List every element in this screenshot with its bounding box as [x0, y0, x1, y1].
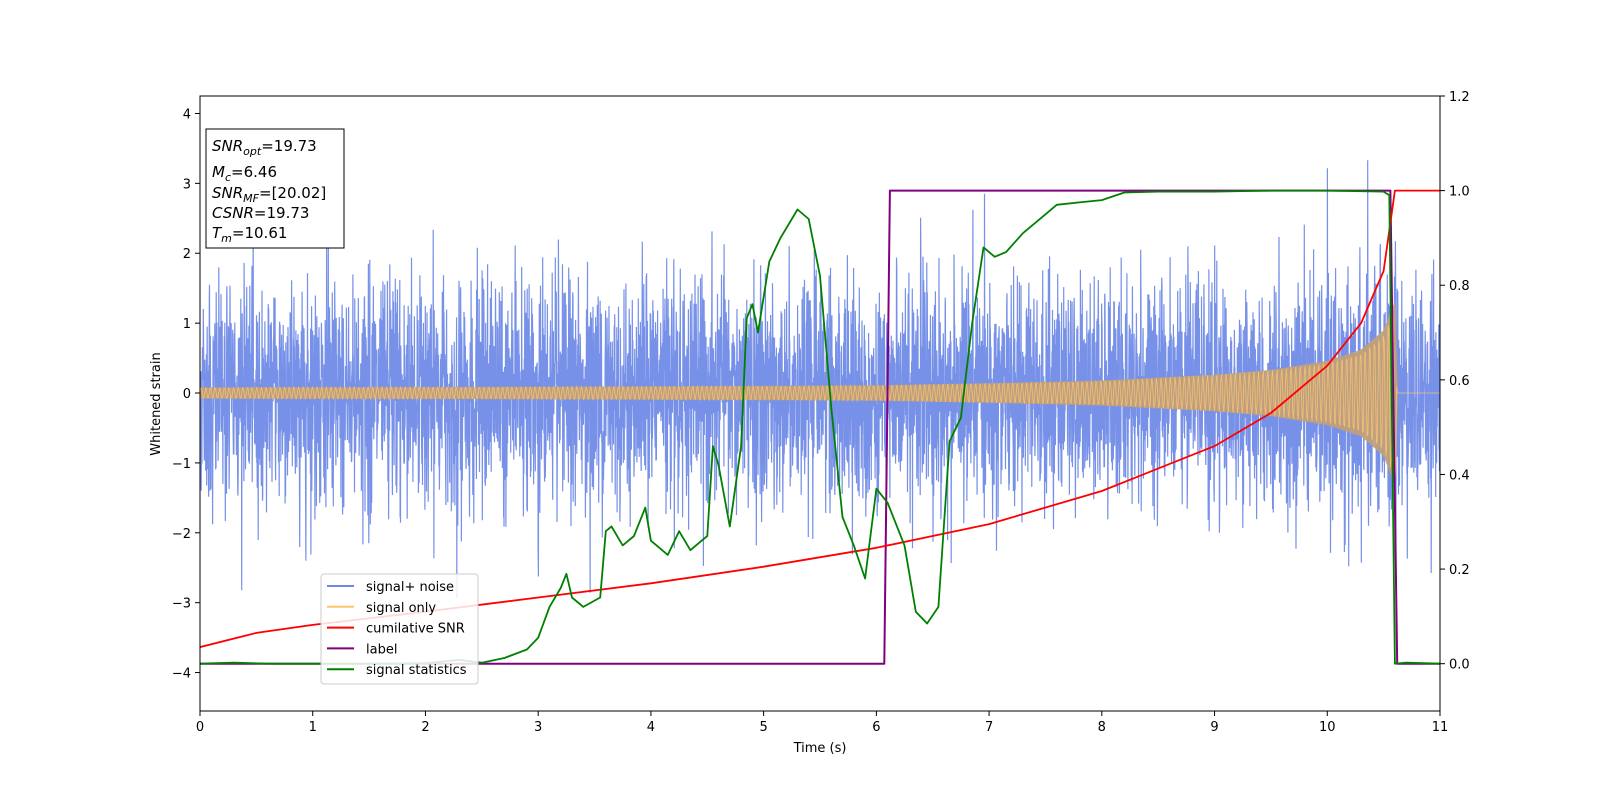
legend-label: cumilative SNR — [366, 622, 465, 637]
info-tm: Tm=10.61 — [212, 224, 287, 245]
y2-tick-label: 0.0 — [1449, 658, 1470, 673]
x-axis: 0 1 2 3 4 5 6 7 8 9 10 11 — [196, 711, 1448, 735]
x-tick-label: 7 — [985, 720, 993, 735]
plot-frame — [199, 95, 1441, 712]
info-csnr: CSNR=19.73 — [212, 204, 309, 222]
x-tick-label: 9 — [1210, 720, 1218, 735]
x-tick-label: 4 — [647, 720, 655, 735]
info-box: SNRopt=19.73 Mc=6.46 SNRMF=[20.02] CSNR=… — [205, 128, 345, 249]
y-axis-right: 1.2 1.0 0.8 0.6 0.4 0.2 0.0 — [1440, 90, 1470, 673]
x-tick-label: 1 — [309, 720, 317, 735]
y-axis-left: 4 3 2 1 0 −1 −2 −3 −4 — [172, 107, 200, 682]
x-tick-label: 11 — [1432, 720, 1449, 735]
signal-statistics-line — [200, 189, 1440, 665]
x-tick-label: 5 — [759, 720, 767, 735]
info-snr-opt: SNRopt=19.73 — [212, 137, 317, 158]
legend-item: signal statistics — [327, 663, 467, 678]
y-tick-label: 4 — [183, 107, 191, 122]
signal-noise-line — [200, 160, 1440, 599]
legend-item: signal only — [327, 601, 436, 616]
legend-label: signal+ noise — [366, 580, 454, 595]
y2-tick-label: 1.2 — [1449, 90, 1470, 105]
legend-item: label — [327, 642, 397, 657]
y2-tick-label: 0.2 — [1449, 563, 1470, 578]
x-tick-label: 2 — [421, 720, 429, 735]
info-snr-mf: SNRMF=[20.02] — [212, 184, 326, 205]
signal-only-line — [200, 313, 1440, 479]
legend-label: signal only — [366, 601, 436, 616]
signal-only-envelope — [200, 300, 1440, 486]
series-signal-statistics — [200, 189, 1440, 665]
legend-item: cumilative SNR — [327, 622, 465, 637]
x-tick-label: 6 — [872, 720, 880, 735]
series-signal-noise — [200, 160, 1440, 599]
x-tick-label: 8 — [1098, 720, 1106, 735]
legend: signal+ noise signal only cumilative SNR la… — [320, 573, 479, 685]
y2-tick-label: 1.0 — [1449, 185, 1470, 200]
y-tick-label: 3 — [183, 177, 191, 192]
y-tick-label: −2 — [172, 527, 191, 542]
y-tick-label: 0 — [183, 387, 191, 402]
y2-tick-label: 0.4 — [1449, 468, 1470, 483]
y2-tick-label: 0.8 — [1449, 279, 1470, 294]
series-signal-only — [200, 300, 1440, 486]
y-axis-label: Whitened strain — [149, 352, 164, 455]
x-tick-label: 0 — [196, 720, 204, 735]
y-tick-label: −1 — [172, 457, 191, 472]
y-tick-label: 1 — [183, 317, 191, 332]
legend-label: label — [366, 642, 397, 657]
y-tick-label: 2 — [183, 247, 191, 262]
y-tick-label: −4 — [172, 667, 191, 682]
x-axis-label: Time (s) — [793, 741, 847, 756]
legend-label: signal statistics — [366, 663, 467, 678]
legend-item: signal+ noise — [327, 580, 454, 595]
y-tick-label: −3 — [172, 597, 191, 612]
x-tick-label: 10 — [1319, 720, 1336, 735]
y2-tick-label: 0.6 — [1449, 374, 1470, 389]
info-mc: Mc=6.46 — [212, 163, 277, 184]
x-tick-label: 3 — [534, 720, 542, 735]
